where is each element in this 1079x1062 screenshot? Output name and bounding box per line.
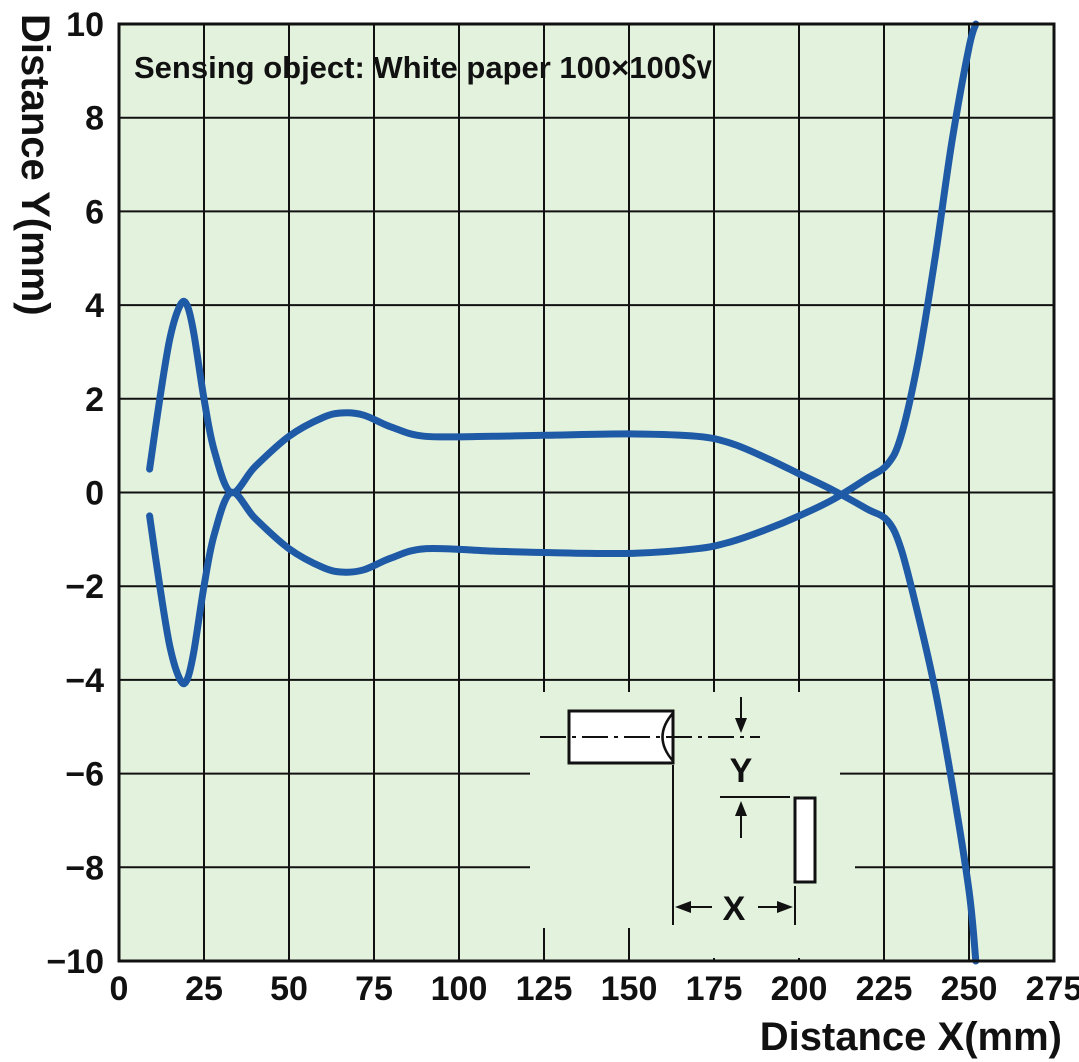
y-tick-label: 4 (85, 287, 104, 325)
y-tick-label: −10 (46, 943, 104, 981)
y-tick-label: −2 (65, 568, 104, 606)
x-tick-label: 25 (185, 970, 223, 1008)
chart-annotation: Sensing object: White paper 100×100㏜ (134, 50, 712, 85)
y-tick-label: 0 (85, 475, 104, 513)
x-arrowhead-right-icon (777, 901, 793, 913)
y-tick-label: 2 (85, 381, 104, 419)
sensor-diagram-inset: YX (540, 697, 817, 928)
y-tick-label: 10 (66, 6, 104, 44)
y-tick-label: −8 (65, 849, 104, 887)
sensor-lens (661, 712, 674, 762)
y-tick-label: 8 (85, 100, 104, 138)
x-tick-label: 250 (941, 970, 998, 1008)
tick-labels: 0 25 50 75 100 125 150 175 200 225 250 275−10−8−6−4… (46, 6, 1079, 1008)
x-tick-label: 150 (601, 970, 658, 1008)
x-tick-label: 75 (355, 970, 393, 1008)
x-tick-label: 50 (270, 970, 308, 1008)
x-tick-label: 225 (856, 970, 913, 1008)
y-tick-label: −4 (65, 662, 104, 700)
x-tick-label: 175 (686, 970, 743, 1008)
y-arrowhead-up-icon (735, 801, 747, 816)
x-tick-label: 100 (431, 970, 488, 1008)
y-tick-label: −6 (65, 756, 104, 794)
x-axis-title: Distance X(mm) (760, 1015, 1062, 1059)
x-tick-label: 125 (516, 970, 573, 1008)
x-arrowhead-left-icon (675, 901, 691, 913)
x-tick-label: 0 (110, 970, 129, 1008)
series-line-1 (146, 297, 980, 965)
series-group (146, 20, 980, 965)
y-axis-title: Distance Y(mm) (13, 14, 57, 316)
y-tick-label: 6 (85, 193, 104, 231)
y-arrowhead-down-icon (735, 718, 747, 733)
inset-y-label: Y (730, 752, 753, 790)
plot-frame (117, 22, 1056, 963)
x-tick-label: 275 (1026, 970, 1079, 1008)
sensing-object-paper (793, 796, 817, 884)
series-line-2 (146, 20, 980, 688)
inset-x-label: X (723, 890, 746, 928)
x-tick-label: 200 (771, 970, 828, 1008)
